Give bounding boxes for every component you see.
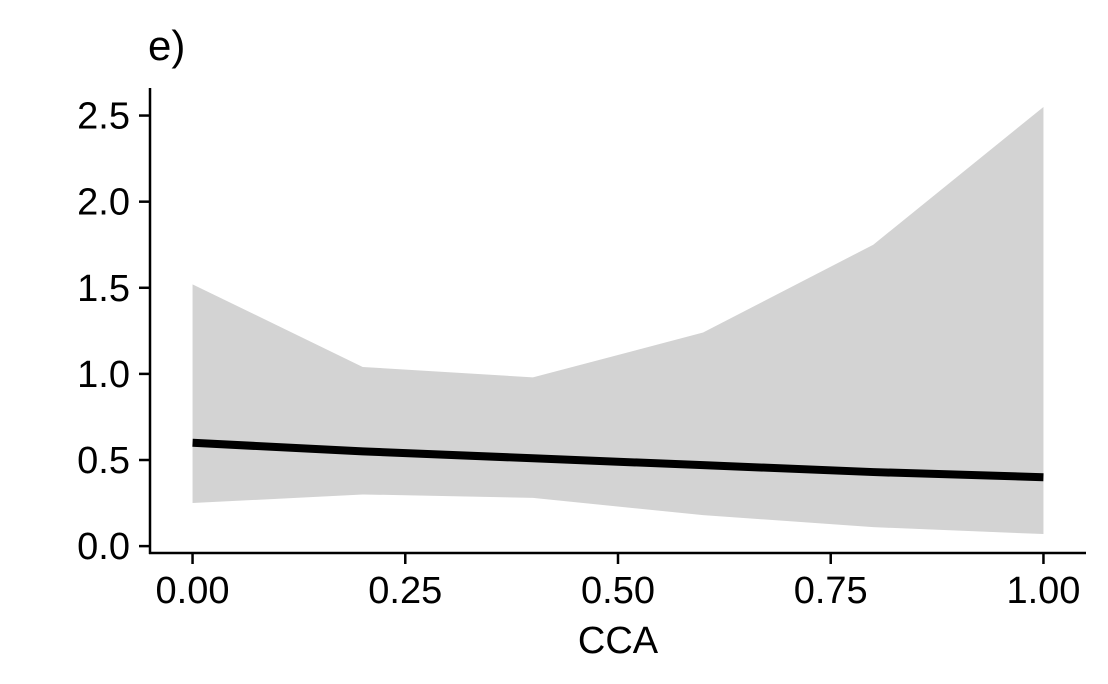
- y-tick-label: 1.5: [77, 268, 130, 310]
- x-axis-ticks: 0.00 0.25 0.50 0.75 1.00: [156, 553, 1080, 612]
- y-tick-label: 1.0: [77, 354, 130, 396]
- x-tick-label: 1.00: [1006, 570, 1080, 612]
- series-line-0: [192, 438, 1044, 482]
- x-tick-label: 0.50: [581, 570, 655, 612]
- y-tick-label: 2.5: [77, 96, 130, 138]
- x-axis-title: CCA: [578, 620, 659, 662]
- x-tick-label: 0.00: [156, 570, 230, 612]
- y-axis-ticks: 0.0 0.5 1.0 1.5 2.0 2.5: [77, 96, 150, 568]
- confidence-band: [192, 106, 1044, 535]
- y-tick-label: 0.0: [77, 526, 130, 568]
- confidence-band-layer: [192, 106, 1044, 535]
- x-tick-label: 0.75: [794, 570, 868, 612]
- series-line-layer: [192, 438, 1044, 482]
- x-tick-label: 0.25: [368, 570, 442, 612]
- y-tick-label: 2.0: [77, 182, 130, 224]
- chart-title: e): [148, 22, 185, 69]
- y-tick-label: 0.5: [77, 440, 130, 482]
